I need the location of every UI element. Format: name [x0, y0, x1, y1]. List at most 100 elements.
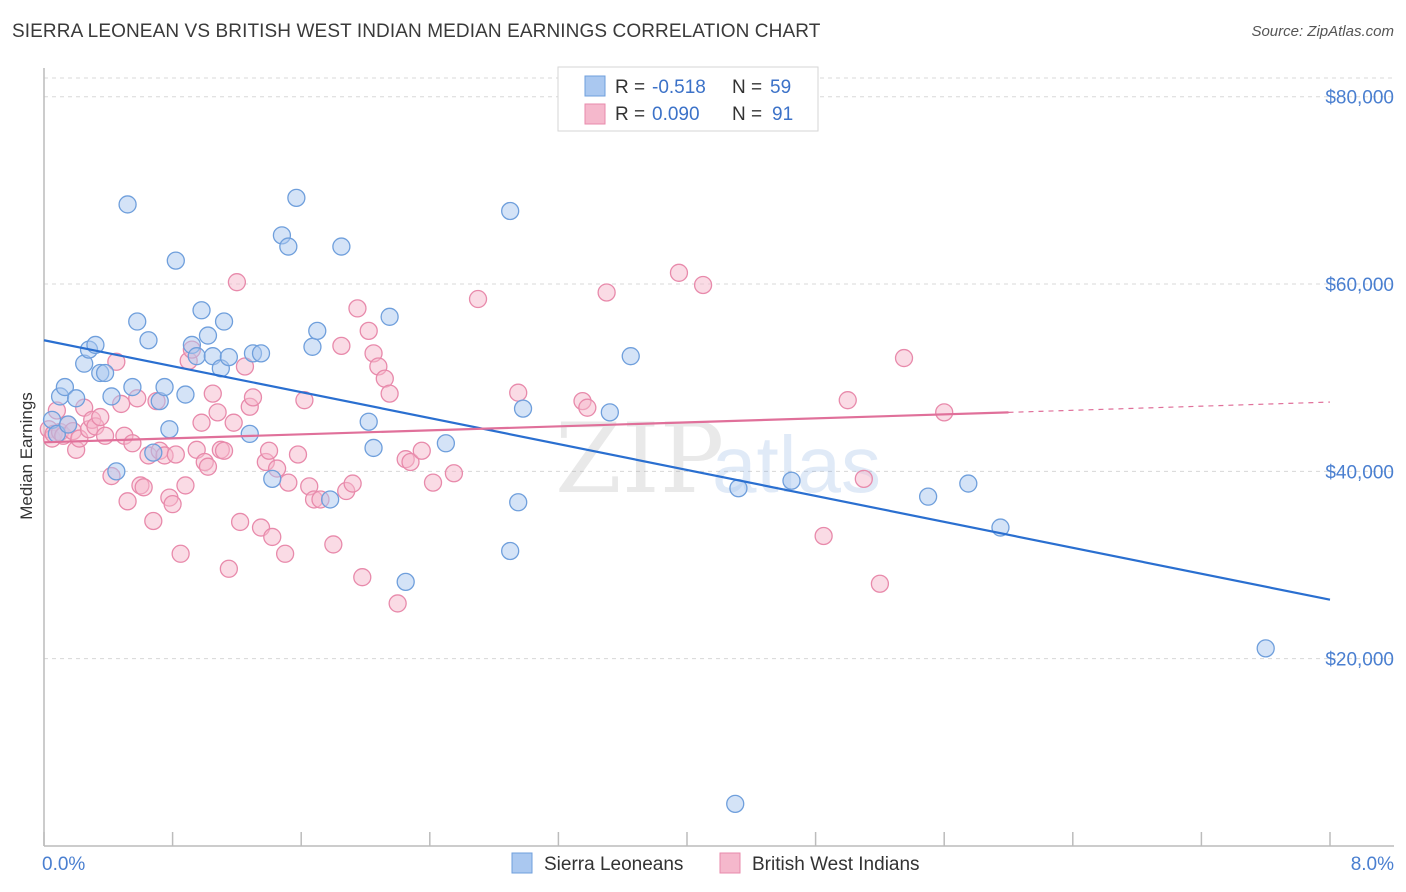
british-west-indian-point — [214, 441, 234, 460]
sierra-leonean-point — [600, 403, 619, 422]
sierra-leonean-point — [959, 474, 978, 493]
british-west-indian-point — [166, 445, 185, 464]
sierra-leonean-point — [176, 385, 195, 404]
british-west-indian-point — [578, 398, 597, 417]
sierra-leonean-point — [55, 377, 75, 397]
y-tick-label: $40,000 — [1325, 462, 1394, 483]
british-west-indian-point — [279, 473, 298, 492]
sierra-leonean-point — [58, 415, 78, 434]
british-west-indian-point — [230, 512, 250, 532]
british-west-indian-point — [870, 574, 890, 593]
british-west-indian-point — [171, 544, 190, 563]
sierra-leonean-point — [102, 387, 121, 406]
sierra-leonean-point — [380, 307, 399, 326]
sierra-leonean-point — [279, 237, 298, 256]
sierra-leonean-point — [396, 572, 415, 592]
legend-swatch-pink — [584, 103, 606, 125]
british-west-indian-point — [243, 388, 263, 407]
british-west-indian-point — [163, 494, 182, 514]
british-west-indian-point — [468, 289, 488, 309]
british-west-indian-point — [144, 511, 163, 531]
british-west-indian-point — [380, 384, 399, 403]
british-west-indian-point — [107, 352, 126, 371]
sierra-leonean-point — [509, 493, 528, 512]
british-west-indian-point — [935, 403, 954, 422]
british-west-indian-point — [224, 413, 243, 432]
british-west-indian-point — [401, 452, 420, 472]
sierra-leonean-point — [501, 541, 520, 561]
sierra-leonean-point — [139, 331, 158, 350]
british-west-indian-point — [854, 469, 873, 489]
sierra-leonean-point — [621, 347, 640, 366]
y-tick-label: $20,000 — [1325, 650, 1394, 671]
chart-title: SIERRA LEONEAN VS BRITISH WEST INDIAN ME… — [12, 21, 821, 42]
sierra-leonean-point — [308, 321, 327, 341]
legend-n-label-blue: N = — [732, 77, 762, 98]
legend-swatch-blue — [584, 75, 606, 97]
sierra-leonean-point — [144, 443, 163, 462]
british-west-indian-point — [894, 348, 914, 368]
y-tick-label: $60,000 — [1325, 275, 1394, 296]
sierra-leonean-point — [359, 412, 378, 431]
legend-r-value-blue: -0.518 — [652, 77, 706, 98]
british-west-indian-point — [693, 275, 713, 295]
series-legend-swatch-pink — [719, 852, 741, 874]
sierra-leonean-point — [123, 377, 142, 397]
sierra-leonean-point — [918, 487, 938, 506]
british-west-indian-point — [814, 526, 833, 546]
series-legend-label-blue: Sierra Leoneans — [544, 854, 683, 875]
british-west-indian-point — [388, 594, 407, 613]
sierra-leonean-point — [436, 434, 456, 453]
x-axis-ticks — [43, 832, 1331, 846]
british-west-indian-point — [123, 434, 142, 453]
sierra-leoneans-trend-line — [43, 339, 1331, 601]
british-west-indian-point — [359, 321, 378, 341]
sierra-leonean-point — [192, 301, 211, 320]
british-west-indian-point — [348, 299, 367, 318]
sierra-leonean-point — [364, 438, 383, 458]
british-west-indian-point — [597, 283, 616, 302]
british-west-indian-point — [134, 478, 153, 497]
y-tick-label: $80,000 — [1325, 88, 1394, 109]
sierra-leonean-point — [128, 312, 147, 331]
series-legend-swatch-blue — [511, 852, 533, 874]
sierra-leonean-point — [198, 326, 218, 345]
british-west-indian-point — [91, 407, 110, 427]
british-west-indian-point — [203, 384, 222, 403]
sierra-leonean-point — [263, 469, 282, 489]
x-tick-label-max: 8.0% — [1351, 854, 1394, 875]
series-legend: Sierra Leoneans British West Indians — [511, 852, 920, 875]
british-west-indian-point — [838, 391, 857, 410]
sierra-leonean-point — [240, 424, 259, 444]
trend-lines — [43, 339, 1331, 601]
british-west-indian-point — [288, 445, 308, 464]
sierra-leonean-point — [1256, 639, 1275, 658]
british-west-indian-point — [353, 568, 372, 587]
british-west-indian-point — [208, 403, 227, 422]
sierra-leonean-point — [107, 462, 126, 481]
british-west-indian-point — [198, 457, 218, 476]
sierra-leonean-point — [251, 344, 271, 363]
british-west-indian-point — [95, 426, 115, 445]
british-west-indian-point — [118, 492, 137, 511]
legend-r-label-blue: R = — [615, 77, 645, 98]
british-west-indian-point — [343, 474, 362, 493]
legend-n-label-pink: N = — [732, 104, 762, 125]
stats-legend: R = -0.518 N = 59 R = 0.090 N = 91 — [557, 66, 819, 132]
british-west-indian-point — [176, 476, 195, 495]
british-west-indians-trend-extension — [1008, 401, 1331, 413]
watermark-zip: ZIP — [555, 403, 724, 515]
british-west-indian-point — [423, 473, 443, 492]
british-west-indian-point — [227, 273, 247, 292]
sierra-leonean-point — [332, 237, 351, 256]
sierra-leonean-point — [287, 188, 306, 208]
british-west-indian-point — [275, 544, 295, 563]
sierra-leonean-point — [67, 389, 86, 408]
british-west-indian-point — [235, 357, 255, 376]
british-west-indian-point — [324, 535, 343, 554]
sierra-leonean-point — [187, 347, 206, 366]
sierra-leonean-point — [95, 363, 115, 383]
british-west-indian-point — [412, 441, 431, 460]
british-west-indian-point — [332, 336, 351, 356]
